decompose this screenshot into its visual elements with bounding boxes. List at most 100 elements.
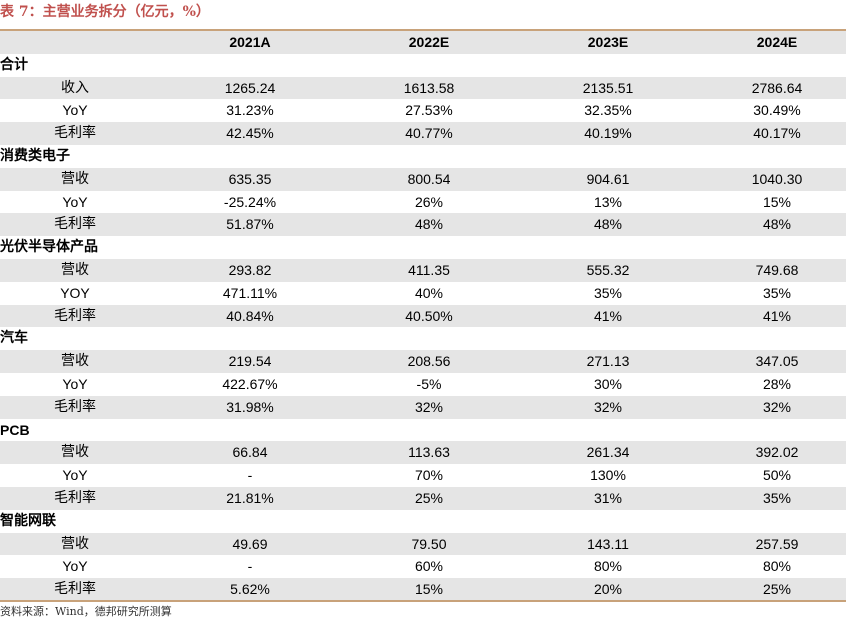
value-cell: 49.69 [150,532,350,556]
value-cell: 80% [762,558,792,575]
value-cell: - [247,467,253,484]
section-label: 汽车 [0,330,28,347]
value-cell: 13% [593,193,623,210]
row-label: YoY [62,558,88,575]
value-cell: 1613.58 [350,76,508,100]
row-label: YoY [62,193,88,210]
table-row: 毛利率 21.81% 25% 31% 35% [0,486,846,510]
value-cell: 422.67% [222,375,278,392]
table-row: 毛利率 5.62% 15% 20% 25% [0,578,846,601]
section-label: 光伏半导体产品 [0,239,98,256]
value-cell: -25.24% [223,193,277,210]
section-row: PCB [0,419,846,442]
value-cell: 271.13 [508,350,708,373]
value-cell: 1265.24 [150,76,350,100]
row-label: YoY [62,375,88,392]
value-cell: 800.54 [350,167,508,191]
table-row: 营收 49.69 79.50 143.11 257.59 [0,532,846,556]
value-cell: 66.84 [150,441,350,465]
value-cell: 15% [762,193,792,210]
value-cell: 749.68 [708,258,846,282]
value-cell: 40.17% [708,122,846,145]
value-cell: 21.81% [150,486,350,510]
value-cell: 35% [593,284,623,301]
business-breakdown-table: 2021A 2022E 2023E 2024E 合计收入 1265.24 1613.… [0,31,846,601]
value-cell: 80% [593,558,623,575]
row-label: 毛利率 [0,578,150,601]
section-label: PCB [0,421,30,438]
value-cell: 35% [762,284,792,301]
value-cell: - [247,558,253,575]
table-row: 毛利率 40.84% 40.50% 41% 41% [0,304,846,328]
value-cell: 48% [350,213,508,237]
section-label: 消费类电子 [0,147,70,164]
row-label: 营收 [0,350,150,373]
value-cell: 555.32 [508,258,708,282]
value-cell: 51.87% [150,213,350,237]
value-cell: 32% [708,395,846,419]
row-label: 毛利率 [0,486,150,510]
value-cell: 31% [508,486,708,510]
value-cell: 5.62% [150,578,350,601]
value-cell: 28% [762,375,792,392]
value-cell: 40.84% [150,304,350,328]
value-cell: 48% [708,213,846,237]
table-row: YoY 422.67% -5% 30% 28% [0,373,846,396]
table-row: 营收 219.54 208.56 271.13 347.05 [0,350,846,373]
value-cell: 293.82 [150,258,350,282]
value-cell: 2786.64 [708,76,846,100]
header-row: 2021A 2022E 2023E 2024E [0,31,846,54]
value-cell: 113.63 [350,441,508,465]
value-cell: -5% [416,375,442,392]
value-cell: 471.11% [222,284,278,301]
table-row: 毛利率 31.98% 32% 32% 32% [0,395,846,419]
value-cell: 261.34 [508,441,708,465]
section-row: 智能网联 [0,510,846,533]
section-row: 汽车 [0,327,846,350]
row-label: YOY [60,284,90,301]
value-cell: 31.98% [150,395,350,419]
value-cell: 219.54 [150,350,350,373]
table-title: 表 7：主营业务拆分（亿元，%） [0,4,210,20]
section-row: 合计 [0,54,846,77]
table-row: 营收 635.35 800.54 904.61 1040.30 [0,167,846,191]
table-row: 收入 1265.24 1613.58 2135.51 2786.64 [0,76,846,100]
value-cell: 25% [708,578,846,601]
value-cell: 15% [350,578,508,601]
section-row: 光伏半导体产品 [0,236,846,259]
row-label: 毛利率 [0,122,150,145]
value-cell: 35% [708,486,846,510]
value-cell: 208.56 [350,350,508,373]
value-cell: 27.53% [405,102,453,119]
section-label: 合计 [0,56,28,73]
section-label: 智能网联 [0,512,56,529]
value-cell: 904.61 [508,167,708,191]
value-cell: 2135.51 [508,76,708,100]
header-year-cell: 2021A [150,31,350,54]
value-cell: 1040.30 [708,167,846,191]
row-label: YoY [62,102,88,119]
table-body: 2021A 2022E 2023E 2024E 合计收入 1265.24 1613.… [0,31,846,601]
row-label: 毛利率 [0,395,150,419]
value-cell: 392.02 [708,441,846,465]
value-cell: 143.11 [508,532,708,556]
value-cell: 32% [350,395,508,419]
value-cell: 257.59 [708,532,846,556]
value-cell: 411.35 [350,258,508,282]
source-note: 资料来源：Wind，德邦研究所测算 [0,605,172,618]
value-cell: 20% [508,578,708,601]
row-label: 营收 [0,441,150,465]
row-label: 营收 [0,532,150,556]
value-cell: 70% [414,467,444,484]
value-cell: 40.19% [508,122,708,145]
table-row: 毛利率 42.45% 40.77% 40.19% 40.17% [0,122,846,145]
table-row: 毛利率 51.87% 48% 48% 48% [0,213,846,237]
value-cell: 31.23% [226,102,274,119]
header-year-cell: 2024E [708,31,846,54]
value-cell: 41% [708,304,846,328]
header-year-cell: 2022E [350,31,508,54]
table-row: YoY - 60% 80% 80% [0,555,846,578]
value-cell: 79.50 [350,532,508,556]
header-label-cell [0,31,150,54]
value-cell: 635.35 [150,167,350,191]
